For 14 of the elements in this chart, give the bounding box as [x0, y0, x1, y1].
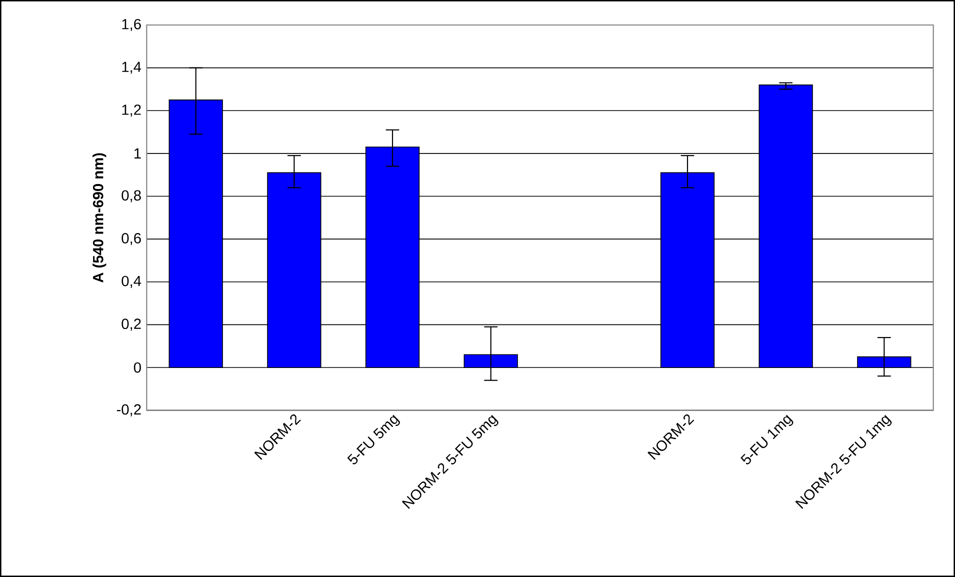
- bar: [267, 172, 322, 368]
- y-tick-label: -0,2: [116, 404, 141, 416]
- y-tick-label: 0,2: [122, 318, 141, 331]
- y-tick-label: 0: [134, 362, 141, 373]
- y-axis-title: A (540 nm-690 nm): [92, 153, 106, 283]
- bar: [660, 172, 715, 368]
- y-tick-label: 1,2: [122, 104, 141, 117]
- y-tick-label: 1,6: [122, 18, 141, 32]
- bar: [758, 84, 813, 368]
- y-tick-label: 1,4: [122, 62, 142, 74]
- y-tick-label: 1: [134, 148, 141, 158]
- y-tick-label: 0,6: [122, 233, 141, 246]
- y-tick-label: 0,8: [122, 190, 141, 202]
- y-tick-label: 0,4: [122, 276, 142, 288]
